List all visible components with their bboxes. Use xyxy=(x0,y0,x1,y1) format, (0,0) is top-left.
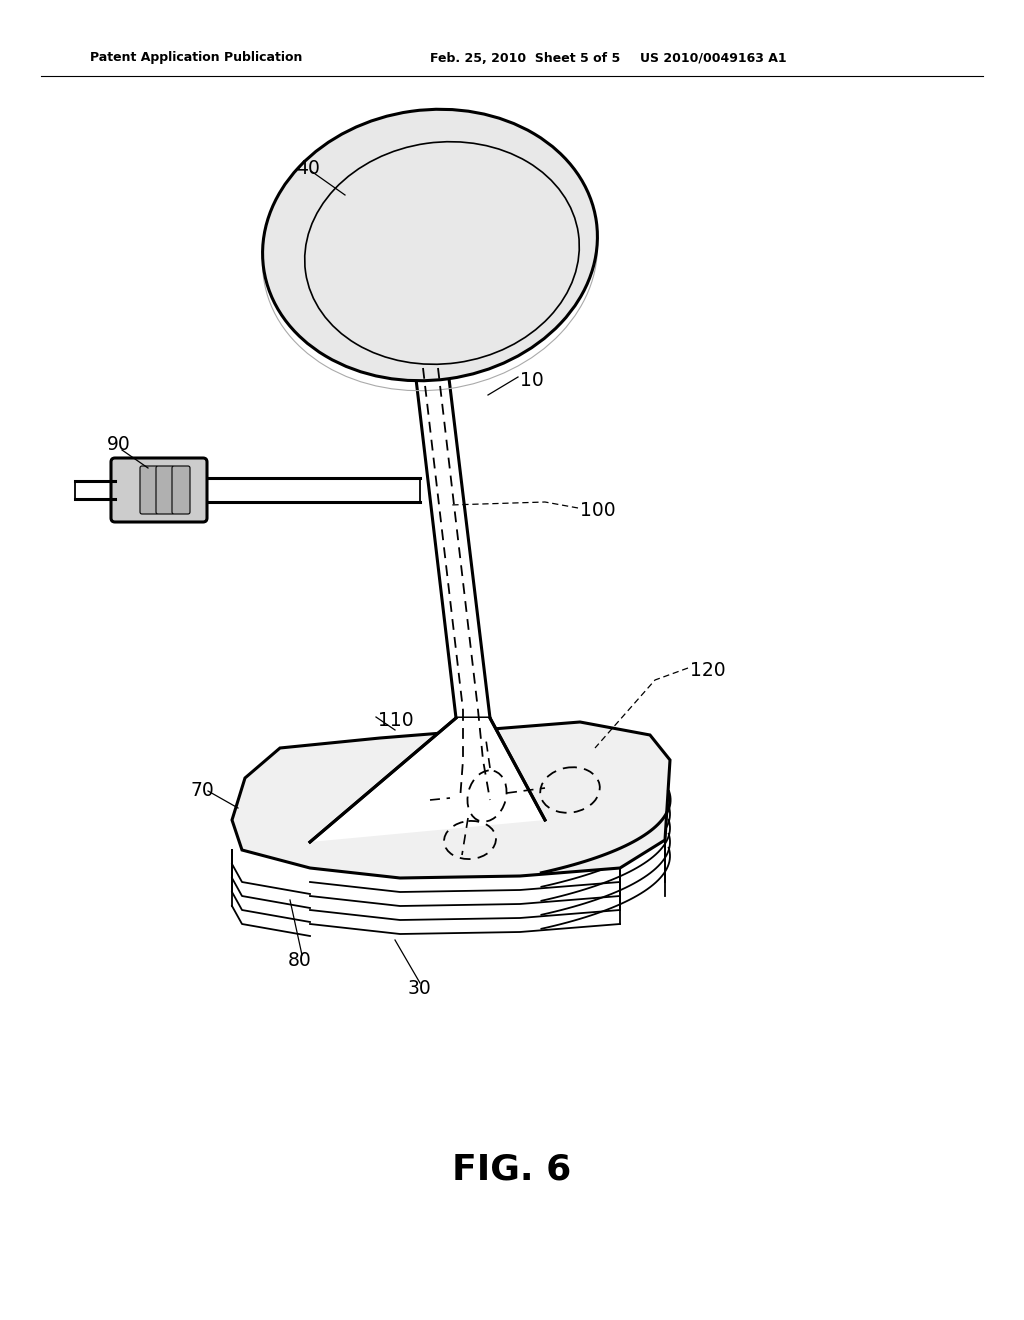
Text: Feb. 25, 2010  Sheet 5 of 5: Feb. 25, 2010 Sheet 5 of 5 xyxy=(430,51,621,65)
Text: Patent Application Publication: Patent Application Publication xyxy=(90,51,302,65)
Text: 90: 90 xyxy=(106,436,131,454)
Text: 120: 120 xyxy=(690,660,726,680)
Text: FIG. 6: FIG. 6 xyxy=(453,1152,571,1187)
Text: 10: 10 xyxy=(520,371,544,389)
Text: 40: 40 xyxy=(296,158,319,177)
FancyBboxPatch shape xyxy=(140,466,158,513)
FancyBboxPatch shape xyxy=(111,458,207,521)
Polygon shape xyxy=(310,718,545,842)
Text: 80: 80 xyxy=(288,950,311,969)
FancyBboxPatch shape xyxy=(156,466,174,513)
FancyBboxPatch shape xyxy=(172,466,190,513)
Text: 30: 30 xyxy=(408,978,432,998)
Polygon shape xyxy=(414,362,490,718)
Ellipse shape xyxy=(262,110,597,380)
Text: US 2010/0049163 A1: US 2010/0049163 A1 xyxy=(640,51,786,65)
Text: 110: 110 xyxy=(378,710,414,730)
Text: 70: 70 xyxy=(190,780,214,800)
Polygon shape xyxy=(232,722,670,878)
Text: 100: 100 xyxy=(580,500,615,520)
